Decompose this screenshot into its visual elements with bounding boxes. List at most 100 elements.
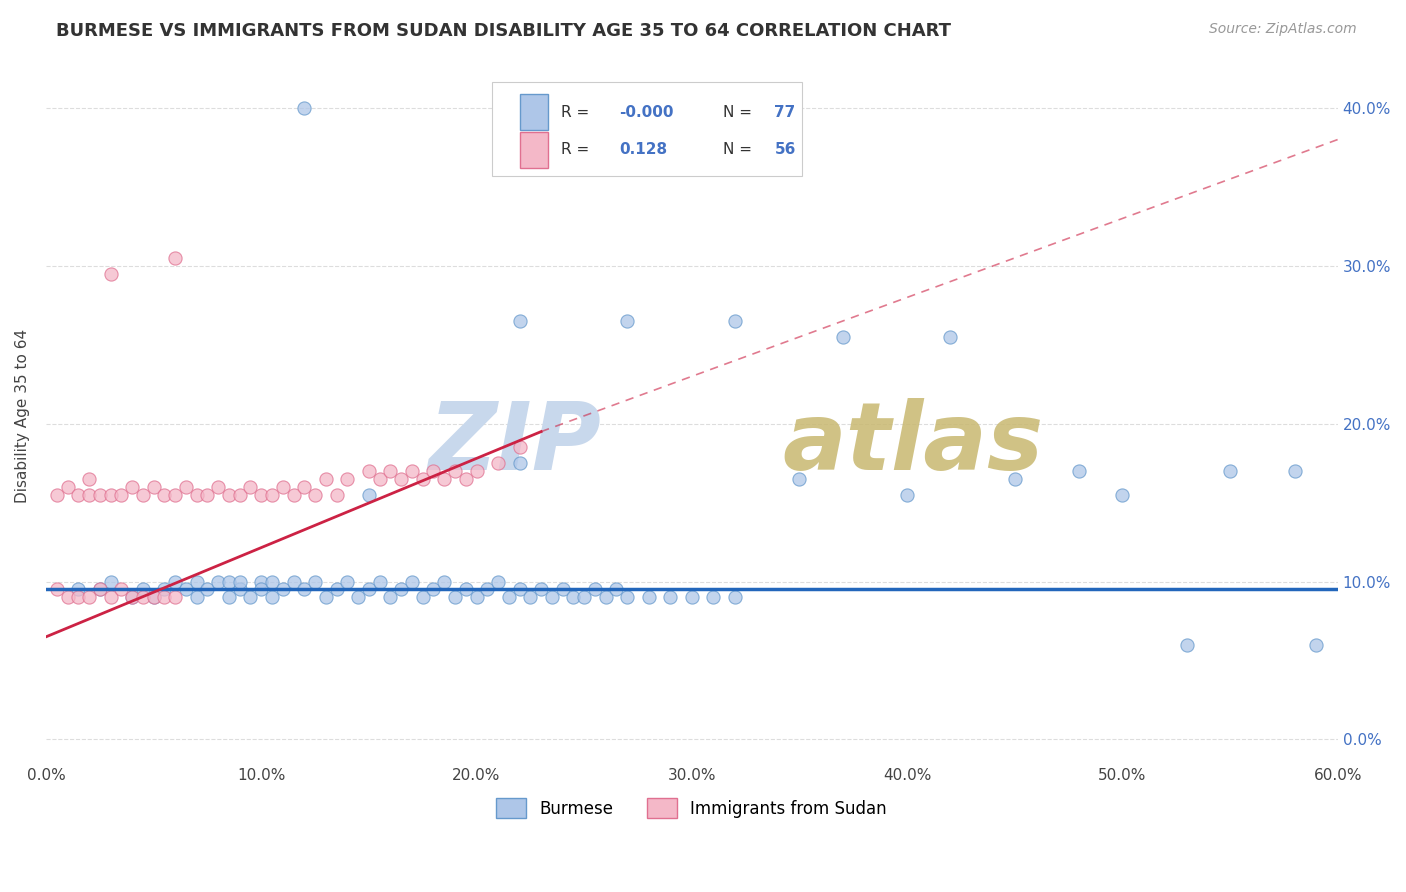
Point [509,582,531,597]
Point [1219,464,1241,478]
Text: R =: R = [561,143,595,157]
Text: -0.000: -0.000 [620,104,673,120]
Text: N =: N = [723,143,756,157]
Point [89,582,111,597]
Point [153,591,176,605]
Point [562,591,585,605]
Point [121,591,143,605]
Point [67,591,90,605]
Point [389,582,412,597]
Point [368,574,391,589]
Point [207,574,229,589]
Point [218,574,240,589]
Point [380,591,402,605]
Point [939,330,962,344]
Point [45,582,67,597]
Point [389,472,412,486]
Point [142,591,165,605]
Point [724,314,747,328]
Point [368,472,391,486]
Point [422,464,444,478]
Point [304,574,326,589]
Point [197,488,219,502]
Text: BURMESE VS IMMIGRANTS FROM SUDAN DISABILITY AGE 35 TO 64 CORRELATION CHART: BURMESE VS IMMIGRANTS FROM SUDAN DISABIL… [56,22,952,40]
Point [702,591,724,605]
Point [283,488,305,502]
Point [186,574,208,589]
Point [380,464,402,478]
Point [304,488,326,502]
Point [433,472,456,486]
Point [186,488,208,502]
Point [271,582,294,597]
Point [530,582,553,597]
Point [239,480,262,494]
Point [292,480,315,494]
Point [583,582,606,597]
Point [250,488,273,502]
Text: Source: ZipAtlas.com: Source: ZipAtlas.com [1209,22,1357,37]
FancyBboxPatch shape [520,95,548,130]
Point [486,456,509,470]
Point [357,582,380,597]
Point [465,591,488,605]
Point [659,591,682,605]
Point [454,582,477,597]
Point [260,574,283,589]
Point [1111,488,1133,502]
Point [896,488,918,502]
Point [412,472,434,486]
Point [77,591,100,605]
Point [422,582,444,597]
Point [637,591,659,605]
Point [444,591,467,605]
Point [100,488,122,502]
Point [336,574,359,589]
Point [325,582,347,597]
Point [789,472,811,486]
Point [412,591,434,605]
Point [616,591,638,605]
Point [142,480,165,494]
Point [110,488,132,502]
Point [498,591,520,605]
Point [1175,638,1198,652]
Point [444,464,467,478]
Point [1284,464,1306,478]
Point [186,591,208,605]
Point [831,330,853,344]
Y-axis label: Disability Age 35 to 64: Disability Age 35 to 64 [15,329,30,503]
Point [110,582,132,597]
Point [681,591,703,605]
Point [250,574,273,589]
Point [153,582,176,597]
Point [100,574,122,589]
Point [165,488,187,502]
Point [541,591,564,605]
Point [77,472,100,486]
Point [1004,472,1026,486]
Point [551,582,574,597]
Point [595,591,617,605]
Point [401,464,423,478]
Point [357,464,380,478]
Point [347,591,370,605]
Point [132,582,155,597]
Point [454,472,477,486]
Point [509,456,531,470]
Text: 56: 56 [775,143,796,157]
Point [174,480,197,494]
Text: ZIP: ZIP [429,398,602,490]
Point [605,582,627,597]
Point [260,488,283,502]
Point [228,574,250,589]
Point [207,480,229,494]
Point [724,591,747,605]
Point [89,582,111,597]
Point [477,582,499,597]
Point [433,574,456,589]
Point [465,464,488,478]
Point [1305,638,1327,652]
Point [509,441,531,455]
Point [165,574,187,589]
